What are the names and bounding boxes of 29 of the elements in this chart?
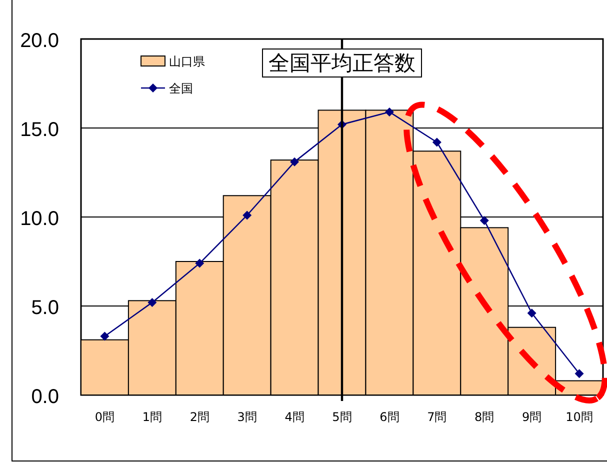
- point: [148, 298, 157, 307]
- ref-line-label: 全国平均正答数: [268, 51, 416, 75]
- x-tick-label: 0問: [94, 410, 115, 424]
- point: [195, 258, 204, 268]
- x-tick-label: 1問: [142, 410, 162, 424]
- point: [432, 138, 442, 147]
- y-tick-label: 15.0: [20, 119, 59, 141]
- y-tick-label: 0.0: [31, 386, 59, 408]
- x-tick-label: 2問: [190, 410, 210, 424]
- point: [480, 216, 489, 226]
- x-tick-label: 8問: [474, 410, 494, 424]
- legend-label: 全国: [169, 82, 193, 96]
- x-tick-label: 6問: [380, 410, 400, 424]
- x-tick-label: 5問: [332, 410, 352, 424]
- x-tick-label: 7問: [427, 410, 447, 424]
- y-tick-label: 5.0: [31, 297, 59, 319]
- point: [384, 107, 394, 116]
- point: [574, 369, 584, 378]
- y-tick-label: 20.0: [20, 30, 59, 52]
- point: [100, 332, 110, 341]
- point: [527, 308, 536, 318]
- legend-label: 山口県: [169, 54, 205, 68]
- y-tick-label: 10.0: [20, 208, 59, 230]
- point: [242, 210, 252, 220]
- x-tick-label: 3問: [237, 410, 257, 424]
- x-tick-label: 4問: [284, 410, 304, 424]
- x-tick-label: 10問: [566, 410, 593, 424]
- point: [290, 157, 300, 166]
- x-tick-label: 9問: [522, 410, 542, 424]
